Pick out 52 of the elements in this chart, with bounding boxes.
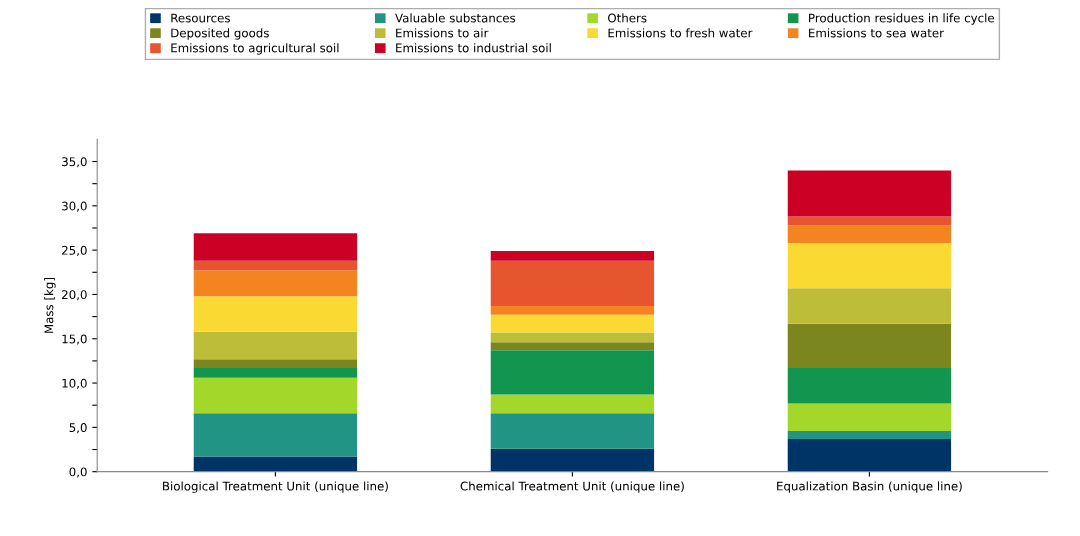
- bar: [490, 350, 655, 395]
- bar: [193, 260, 358, 271]
- legend-label: Deposited goods: [171, 28, 269, 40]
- legend-label: Emissions to fresh water: [608, 28, 753, 38]
- bar: [490, 394, 655, 414]
- bar: [490, 342, 655, 351]
- bar: [490, 314, 655, 333]
- bar: [787, 438, 952, 472]
- bar: [193, 413, 358, 457]
- legend-label: Emissions to agricultural soil: [171, 43, 339, 55]
- bar: [787, 243, 952, 289]
- y-tick-label: 25,0: [62, 245, 87, 256]
- bar: [787, 170, 952, 217]
- y-tick-label: 5,0: [69, 423, 87, 434]
- bar: [490, 251, 655, 261]
- bar: [787, 430, 952, 439]
- bar: [193, 233, 358, 261]
- bar: [787, 216, 952, 226]
- bar: [193, 270, 358, 297]
- bar: [193, 456, 358, 472]
- y-tick-label: 35,0: [62, 157, 87, 168]
- bar: [193, 368, 358, 378]
- bar: [490, 413, 655, 449]
- bar: [193, 377, 358, 414]
- bar: [787, 288, 952, 324]
- x-tick-label: Biological Treatment Unit (unique line): [163, 481, 388, 493]
- y-tick-label: 20,0: [62, 290, 87, 301]
- legend-label: Emissions to sea water: [809, 28, 944, 38]
- x-tick-label: Equalization Basin (unique line): [777, 481, 962, 493]
- legend-label: Emissions to air: [396, 28, 489, 38]
- bar: [490, 448, 655, 472]
- bar: [193, 296, 358, 332]
- y-axis-title: Mass [kg]: [44, 278, 56, 333]
- bar: [490, 260, 655, 306]
- bar: [787, 403, 952, 431]
- x-tick-label: Chemical Treatment Unit (unique line): [460, 481, 684, 493]
- legend-label: Resources: [171, 13, 230, 23]
- bar: [787, 225, 952, 244]
- y-tick-label: 30,0: [62, 201, 87, 212]
- bar: [193, 331, 358, 360]
- bar: [193, 359, 358, 368]
- y-tick-label: 10,0: [62, 378, 87, 389]
- y-tick-label: 0,0: [69, 467, 87, 478]
- legend-label: Emissions to industrial soil: [396, 43, 551, 53]
- bar: [787, 323, 952, 368]
- y-tick-label: 15,0: [62, 334, 87, 345]
- bar: [787, 368, 952, 404]
- bar: [490, 305, 655, 315]
- bar: [490, 332, 655, 343]
- legend-label: Others: [608, 13, 647, 23]
- legend-label: Production residues in life cycle: [809, 13, 995, 25]
- legend-label: Valuable substances: [395, 13, 516, 23]
